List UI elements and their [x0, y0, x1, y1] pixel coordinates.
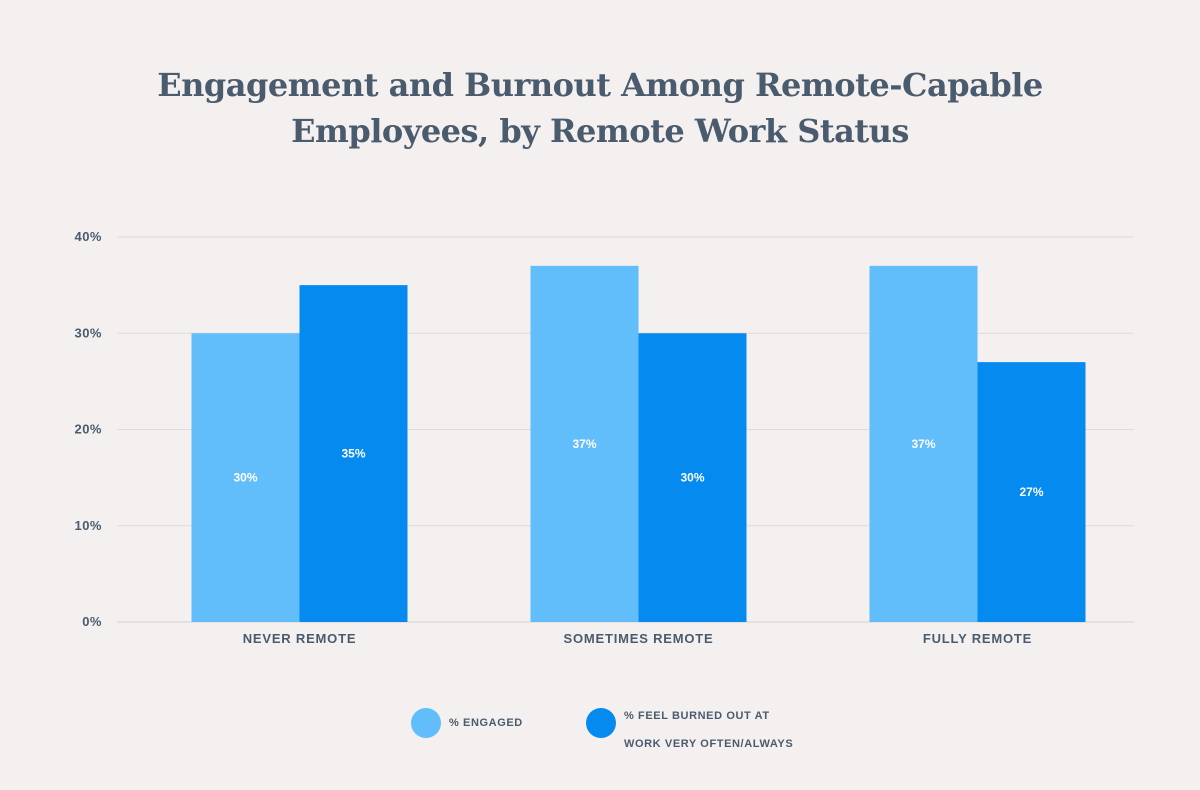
y-tick-label: 40%: [74, 229, 102, 244]
data-label: 35%: [341, 447, 365, 461]
legend-label-burned-out-line-2: WORK VERY OFTEN/ALWAYS: [624, 738, 794, 750]
legend-item-engaged: % ENGAGED: [411, 705, 523, 741]
legend-swatch-burned-out: [586, 708, 616, 738]
legend-label-burned-out-line-1: % FEEL BURNED OUT AT: [624, 710, 770, 722]
chart-legend: % ENGAGED % FEEL BURNED OUT AT WORK VERY…: [0, 705, 1200, 750]
y-tick-label: 20%: [74, 422, 102, 437]
chart-title-line-2: Employees, by Remote Work Status: [291, 112, 909, 150]
x-tick-label: FULLY REMOTE: [923, 631, 1032, 646]
bar: [191, 333, 300, 622]
legend-swatch-engaged: [411, 708, 441, 738]
y-tick-label: 30%: [74, 325, 102, 340]
bar: [869, 265, 978, 622]
bar: [299, 285, 408, 622]
x-tick-label: SOMETIMES REMOTE: [563, 631, 713, 646]
x-tick-label: NEVER REMOTE: [243, 631, 357, 646]
data-label: 30%: [680, 471, 704, 485]
bar: [530, 265, 639, 622]
data-label: 37%: [572, 437, 596, 451]
bar: [977, 362, 1086, 622]
chart-title-line-1: Engagement and Burnout Among Remote-Capa…: [157, 66, 1043, 104]
chart-title: Engagement and Burnout Among Remote-Capa…: [0, 62, 1200, 154]
data-label: 27%: [1019, 485, 1043, 499]
data-label: 37%: [911, 437, 935, 451]
bar: [638, 333, 747, 622]
legend-label-engaged: % ENGAGED: [449, 717, 523, 729]
y-tick-label: 10%: [74, 518, 102, 533]
y-tick-label: 0%: [82, 614, 102, 629]
legend-label-burned-out: % FEEL BURNED OUT AT WORK VERY OFTEN/ALW…: [624, 695, 793, 751]
data-label: 30%: [233, 471, 257, 485]
legend-item-burned-out: % FEEL BURNED OUT AT WORK VERY OFTEN/ALW…: [586, 705, 793, 750]
